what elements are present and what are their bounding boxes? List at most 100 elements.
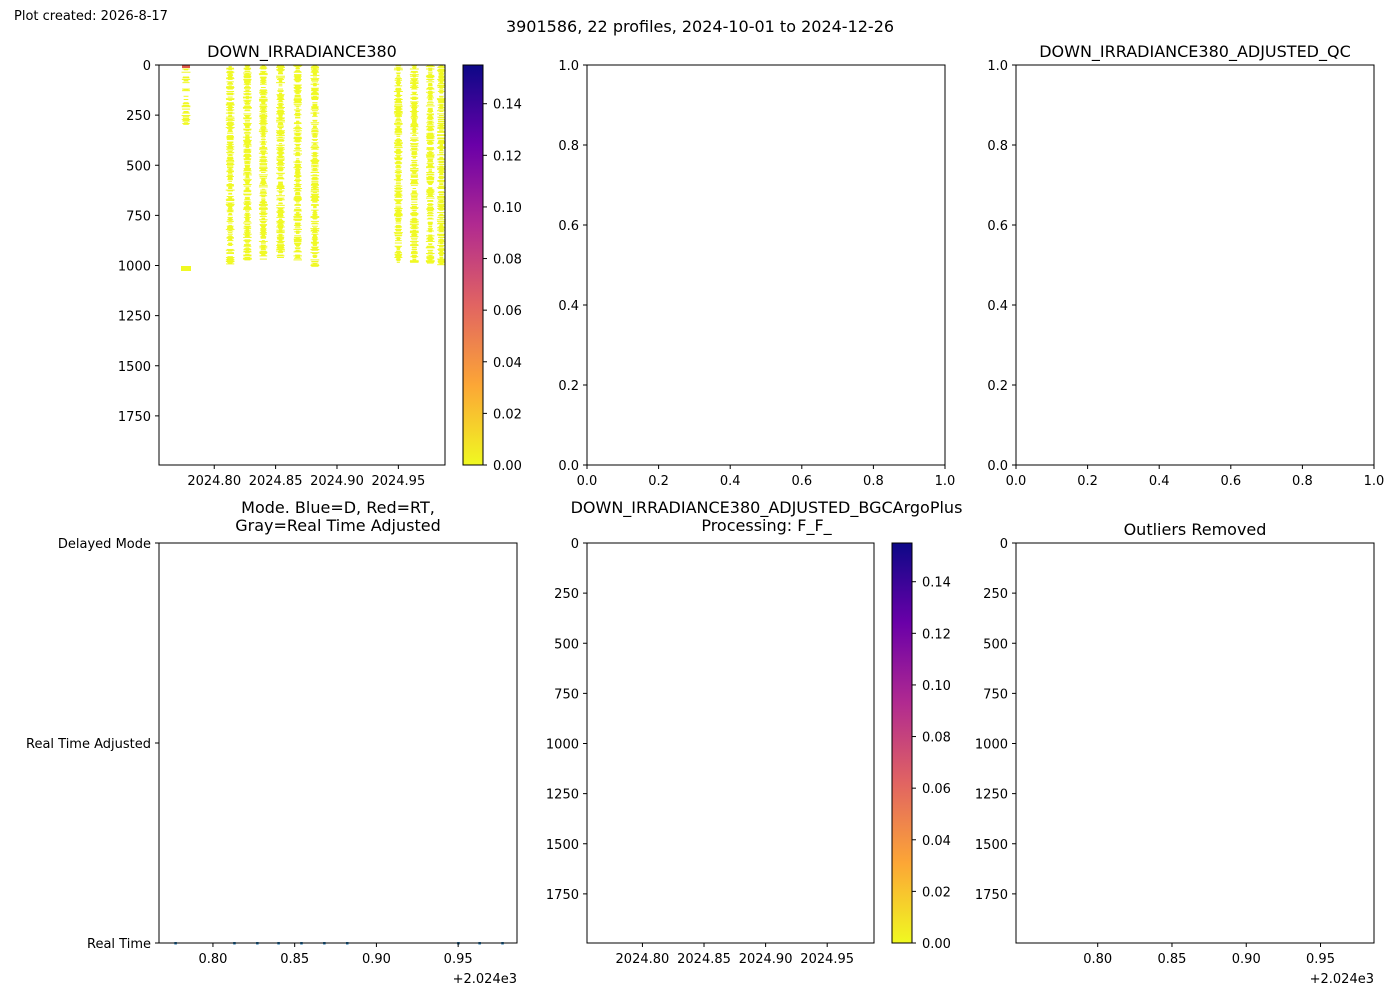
- axes-title: DOWN_IRRADIANCE380_ADJUSTED_QC: [1039, 42, 1351, 62]
- colorbar-tick-label: 0.02: [493, 407, 522, 422]
- x-tick-label: 1.0: [935, 474, 956, 489]
- outliers-panel: Outliers Removed 0.80 0.85 0.90 0.95 +2.024e3…: [975, 520, 1375, 987]
- y-tick-label: Real Time Adjusted: [26, 737, 151, 752]
- y-tick-label: 750: [554, 687, 579, 702]
- y-tick-label: 0.4: [987, 299, 1008, 314]
- profile-11: [436, 65, 446, 266]
- y-tick-label: 0.0: [558, 459, 579, 474]
- surface-value-mark: [182, 65, 191, 68]
- x-tick-label: 0.0: [1006, 474, 1027, 489]
- y-tick-label: 250: [126, 109, 151, 124]
- y-tick-label: 0.6: [987, 219, 1008, 234]
- colorbar-tick-label: 0.00: [493, 459, 522, 474]
- x-tick-label: 0.90: [362, 952, 391, 967]
- profile-5: [276, 64, 286, 258]
- y-tick-label: 0.2: [987, 379, 1008, 394]
- colorbar-tick-label: 0.00: [922, 937, 951, 952]
- profile-7: [310, 64, 320, 267]
- colorbar-tick-label: 0.06: [922, 782, 951, 797]
- y-tick-label: 1.0: [987, 59, 1008, 74]
- x-tick-label: 2024.90: [310, 474, 364, 489]
- y-tick-label: 1000: [118, 260, 151, 275]
- x-tick-label: 0.6: [791, 474, 812, 489]
- x-tick-label: 0.8: [1292, 474, 1313, 489]
- x-tick-label: 0.85: [280, 952, 309, 967]
- y-tick-label: 0: [571, 537, 579, 552]
- x-tick-label: 2024.85: [249, 474, 303, 489]
- x-tick-label: 2024.85: [677, 952, 731, 967]
- colorbar: 0.00 0.02 0.04 0.06 0.08 0.10 0.12 0.14: [462, 64, 522, 474]
- profile-3: [242, 64, 252, 261]
- axes-frame: [158, 542, 518, 944]
- y-tick-label: 0.0: [987, 459, 1008, 474]
- x-tick-label: 0.2: [648, 474, 669, 489]
- colorbar-tick-label: 0.04: [922, 834, 951, 849]
- profile-8: [393, 64, 403, 263]
- y-tick-label: Real Time: [87, 937, 151, 952]
- x-offset-label: +2.024e3: [1310, 972, 1374, 987]
- profile-6: [293, 65, 303, 261]
- axes-title: Outliers Removed: [1124, 520, 1267, 539]
- x-tick-label: 0.90: [1232, 952, 1261, 967]
- colorbar-tick-label: 0.08: [922, 731, 951, 746]
- y-tick-label: 250: [554, 587, 579, 602]
- x-tick-label: 2024.95: [371, 474, 425, 489]
- colorbar-gradient: [891, 542, 913, 944]
- y-tick-label: 500: [983, 637, 1008, 652]
- axes-frame: [158, 64, 446, 466]
- subplot-grid: DOWN_IRRADIANCE380 2024.80 2024.85 2024.90 2…: [26, 42, 1384, 987]
- y-tick-label: 1750: [546, 888, 579, 903]
- axes-title: Mode. Blue=D, Red=RT,: [241, 498, 435, 517]
- axes-frame: [1015, 64, 1375, 466]
- y-tick-label: 1750: [118, 410, 151, 425]
- mode-panel: Mode. Blue=D, Red=RT,Gray=Real Time Adju…: [26, 498, 518, 987]
- colorbar: 0.00 0.02 0.04 0.06 0.08 0.10 0.12 0.14: [891, 542, 951, 952]
- y-tick-label: 0: [1000, 537, 1008, 552]
- x-tick-label: 2024.80: [616, 952, 670, 967]
- colorbar-tick-label: 0.12: [922, 627, 951, 642]
- y-tick-label: 750: [126, 209, 151, 224]
- colorbar-gradient: [462, 64, 484, 466]
- y-tick-label: 250: [983, 587, 1008, 602]
- bgc-argo-plus-panel: DOWN_IRRADIANCE380_ADJUSTED_BGCArgoPlusP…: [546, 498, 963, 967]
- colorbar-tick-label: 0.10: [493, 201, 522, 216]
- x-tick-label: 2024.90: [739, 952, 793, 967]
- colorbar-tick-label: 0.02: [922, 885, 951, 900]
- axes-title: DOWN_IRRADIANCE380_ADJUSTED_BGCArgoPlus: [571, 498, 963, 518]
- blank-middle-panel: 0.0 0.2 0.4 0.6 0.8 1.0 0.0 0.2 0.4 0.6 0.8 1.0: [558, 59, 955, 489]
- colorbar-tick-label: 0.04: [493, 356, 522, 371]
- y-tick-label: 1500: [118, 360, 151, 375]
- x-tick-label: 1.0: [1364, 474, 1385, 489]
- y-tick-label: 0: [143, 59, 151, 74]
- y-tick-label: 0.8: [987, 139, 1008, 154]
- axes-title: Processing: F_F_: [701, 516, 832, 536]
- x-tick-label: 0.0: [577, 474, 598, 489]
- x-tick-label: 0.4: [1149, 474, 1170, 489]
- x-tick-label: 0.80: [1083, 952, 1112, 967]
- profile-1: [181, 64, 192, 272]
- colorbar-tick-label: 0.12: [493, 149, 522, 164]
- axes-frame: [1015, 542, 1375, 944]
- x-tick-label: 0.85: [1157, 952, 1186, 967]
- raw-panel: DOWN_IRRADIANCE380 2024.80 2024.85 2024.90 2…: [118, 42, 522, 489]
- x-tick-label: 0.4: [720, 474, 741, 489]
- y-tick-label: 500: [126, 159, 151, 174]
- colorbar-tick-label: 0.06: [493, 304, 522, 319]
- y-tick-label: 0.6: [558, 219, 579, 234]
- y-tick-label: 1500: [975, 838, 1008, 853]
- colorbar-tick-label: 0.08: [493, 253, 522, 268]
- adjusted-qc-panel: DOWN_IRRADIANCE380_ADJUSTED_QC 0.0 0.2 0.4 0…: [987, 42, 1384, 489]
- axes-title: Gray=Real Time Adjusted: [235, 516, 441, 535]
- colorbar-tick-label: 0.10: [922, 679, 951, 694]
- y-tick-label: 1000: [546, 738, 579, 753]
- axes-frame: [586, 542, 875, 944]
- y-tick-label: 1750: [975, 888, 1008, 903]
- figure-suptitle: 3901586, 22 profiles, 2024-10-01 to 2024…: [506, 17, 894, 36]
- colorbar-tick-label: 0.14: [922, 576, 951, 591]
- x-tick-label: 2024.80: [187, 474, 241, 489]
- y-tick-label: 0.4: [558, 299, 579, 314]
- x-tick-label: 0.95: [444, 952, 473, 967]
- irradiance-profiles: [181, 64, 446, 272]
- profile-10: [425, 64, 435, 264]
